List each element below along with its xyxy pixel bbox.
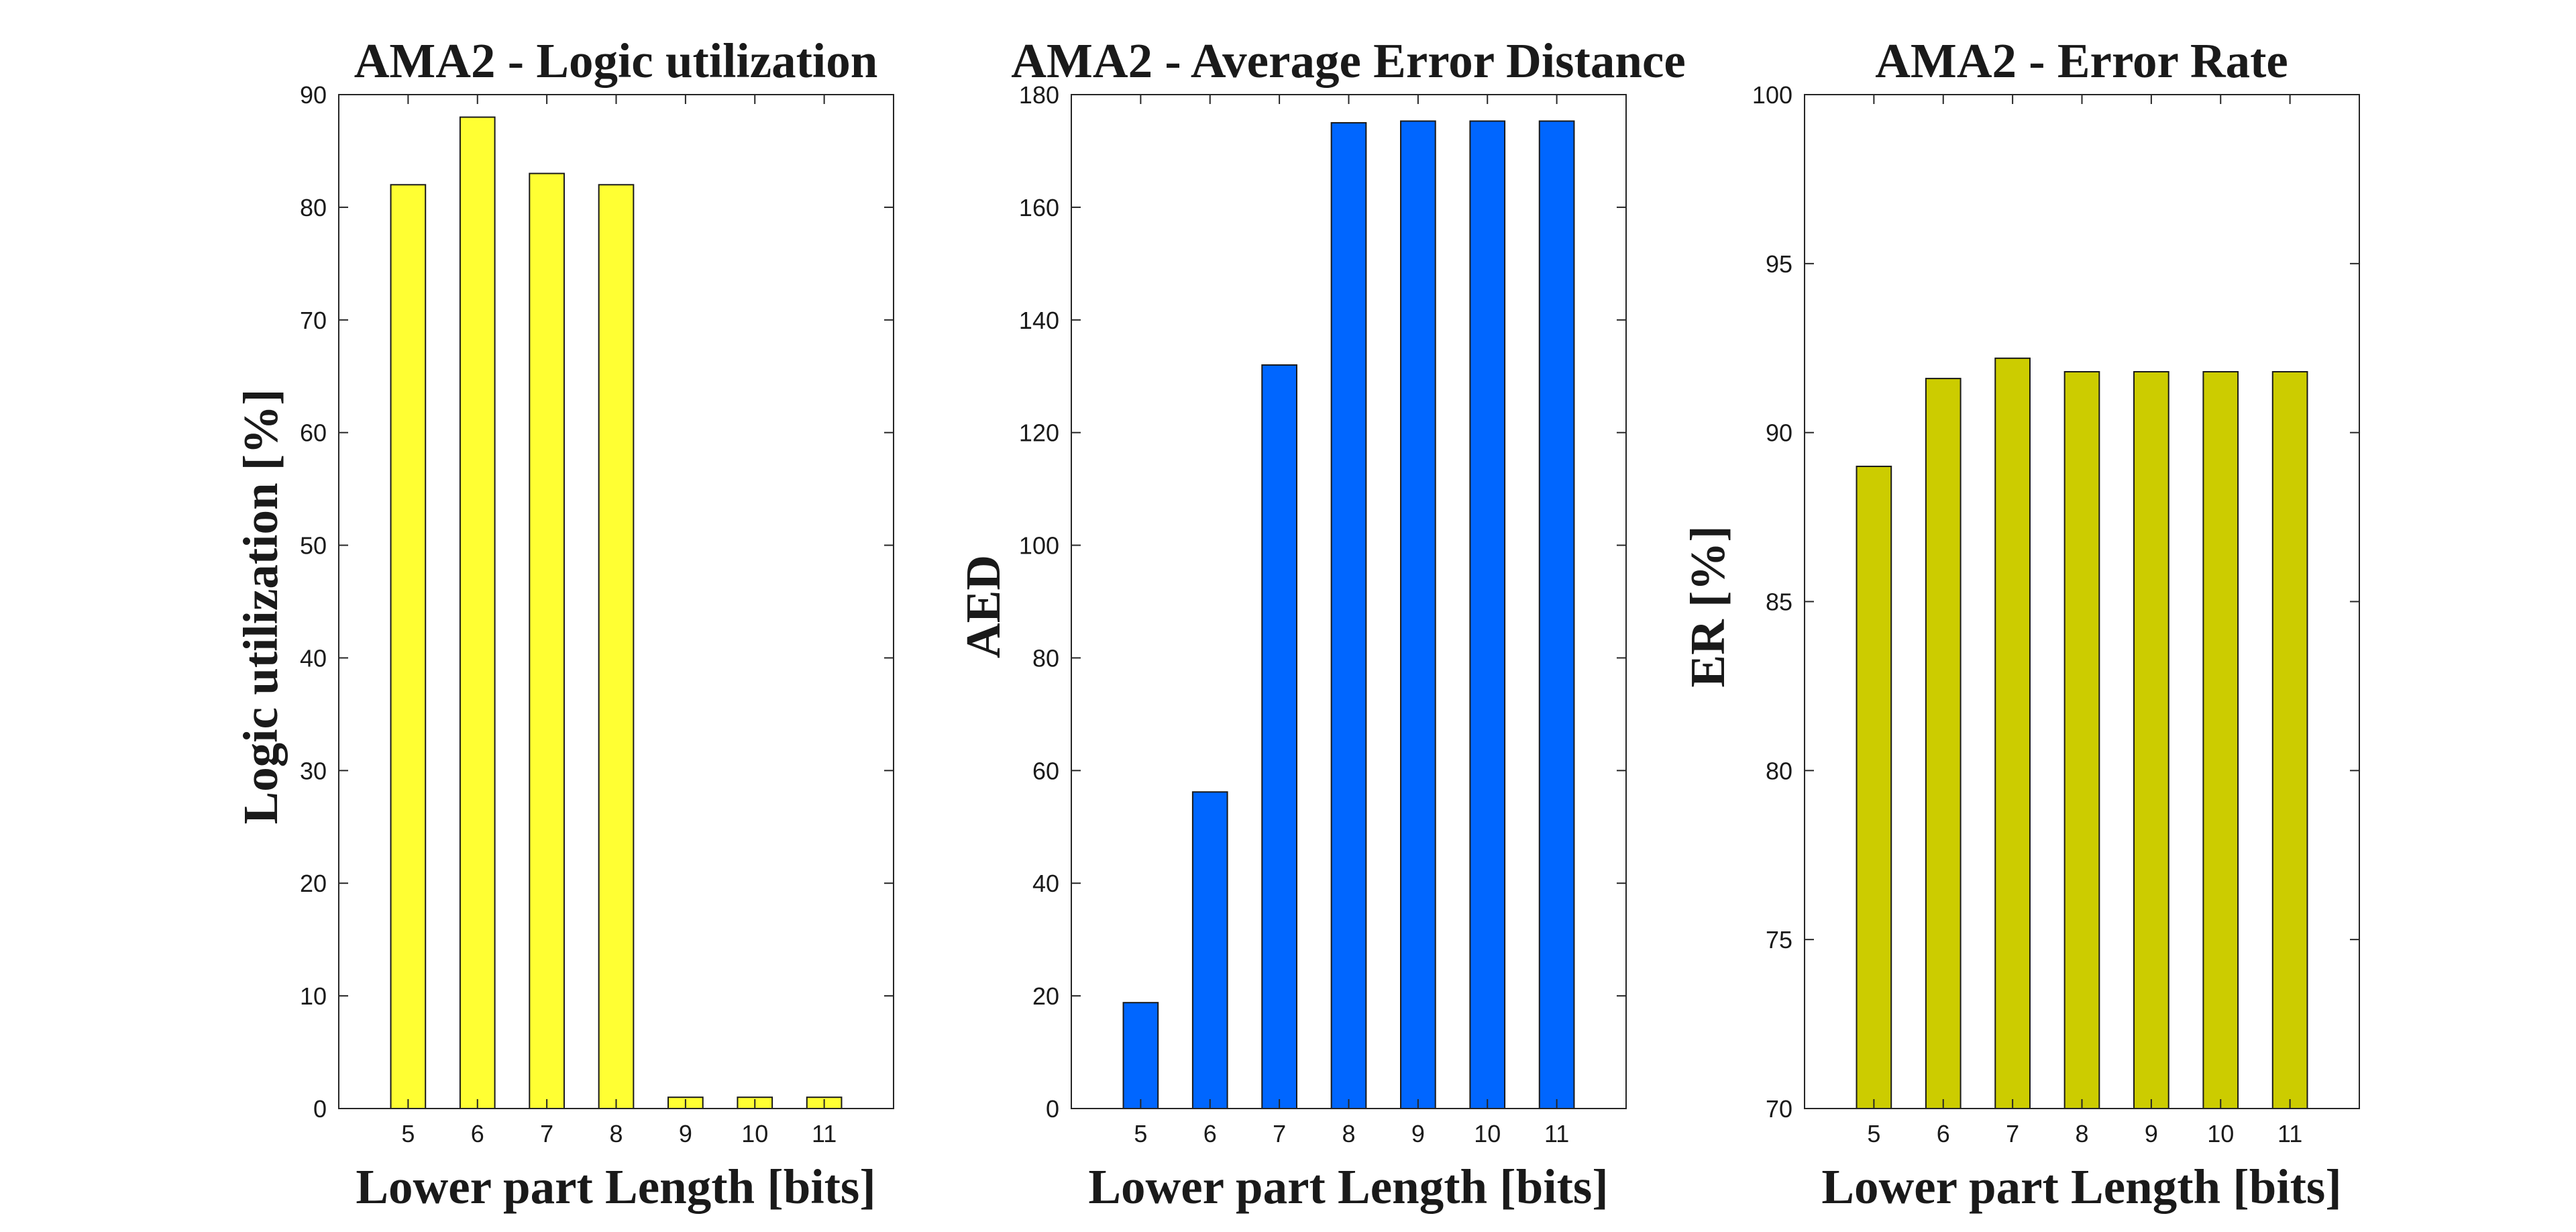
x-tick-label: 5 <box>1867 1120 1880 1147</box>
x-tick-label: 9 <box>2145 1120 2158 1147</box>
bar-6 <box>459 116 496 1110</box>
bar-10 <box>2202 371 2239 1109</box>
x-tick-label: 8 <box>1342 1120 1355 1147</box>
y-tick-label: 180 <box>1019 81 1059 109</box>
plot-area: 0 20 40 60 80 100 120 140 160 180 5 6 7 8 9 10 11 <box>1019 81 1627 1147</box>
plot-area: 70 75 80 85 90 95 100 5 6 7 8 9 10 11 <box>1752 81 2360 1147</box>
y-tick-label: 80 <box>1032 644 1059 672</box>
panel-title: AMA2 - Logic utilization <box>354 34 878 88</box>
y-axis-label: AED <box>956 555 1010 658</box>
y-tick-label: 50 <box>300 532 327 560</box>
x-tick-label: 10 <box>2207 1120 2234 1147</box>
bar-6 <box>1191 791 1228 1109</box>
x-tick-label: 6 <box>1937 1120 1950 1147</box>
y-tick-label: 0 <box>1046 1095 1059 1123</box>
panel-average-error-distance: AMA2 - Average Error Distance Lower part… <box>956 34 1686 1214</box>
x-tick-label: 11 <box>1544 1120 1569 1147</box>
bar-7 <box>1261 364 1297 1109</box>
y-tick-label: 80 <box>1766 757 1792 784</box>
bar-8 <box>2063 371 2100 1109</box>
panel-logic-utilization: AMA2 - Logic utilization Lower part Leng… <box>233 34 894 1214</box>
x-tick-label: 6 <box>471 1120 484 1147</box>
y-tick-label: 120 <box>1019 419 1059 447</box>
y-axis-label: ER [%] <box>1680 525 1735 687</box>
y-tick-label: 90 <box>300 81 327 109</box>
y-tick-label: 75 <box>1766 926 1792 954</box>
y-tick-label: 20 <box>300 870 327 897</box>
bar-9 <box>2133 371 2169 1109</box>
x-tick-label: 11 <box>812 1120 837 1147</box>
x-axis-label: Lower part Length [bits] <box>1088 1160 1608 1214</box>
panel-error-rate: AMA2 - Error Rate Lower part Length [bit… <box>1680 34 2360 1214</box>
bar-8 <box>598 184 635 1109</box>
bar-5 <box>1122 1002 1159 1109</box>
x-tick-label: 7 <box>1273 1120 1286 1147</box>
x-tick-label: 10 <box>741 1120 768 1147</box>
x-tick-label: 8 <box>609 1120 623 1147</box>
y-tick-label: 60 <box>300 419 327 447</box>
y-tick-label: 140 <box>1019 307 1059 334</box>
bar-7 <box>529 172 565 1109</box>
y-tick-label: 80 <box>300 194 327 221</box>
x-tick-label: 9 <box>1411 1120 1425 1147</box>
y-tick-label: 100 <box>1752 81 1792 109</box>
y-tick-label: 85 <box>1766 588 1792 616</box>
y-tick-label: 30 <box>300 757 327 784</box>
y-tick-label: 90 <box>1766 419 1792 447</box>
y-tick-label: 70 <box>1766 1095 1792 1123</box>
y-tick-label: 100 <box>1019 532 1059 560</box>
plot-area: 0 10 20 30 40 50 60 70 80 90 5 6 7 8 9 10 11 <box>300 81 894 1147</box>
bar-7 <box>1994 357 2031 1109</box>
y-tick-label: 0 <box>313 1095 327 1123</box>
x-axis-label: Lower part Length [bits] <box>356 1160 875 1214</box>
bar-5 <box>1856 466 1892 1109</box>
x-tick-label: 6 <box>1203 1120 1217 1147</box>
x-tick-label: 5 <box>1134 1120 1147 1147</box>
panel-title: AMA2 - Error Rate <box>1875 34 2288 88</box>
x-tick-label: 7 <box>540 1120 553 1147</box>
y-tick-label: 60 <box>1032 757 1059 784</box>
y-tick-label: 40 <box>1032 870 1059 897</box>
y-tick-label: 20 <box>1032 982 1059 1010</box>
y-tick-label: 95 <box>1766 250 1792 278</box>
y-tick-label: 10 <box>300 982 327 1010</box>
bar-5 <box>390 184 427 1109</box>
x-tick-label: 7 <box>2006 1120 2019 1147</box>
y-tick-label: 160 <box>1019 194 1059 221</box>
x-tick-label: 8 <box>2075 1120 2088 1147</box>
y-axis-label: Logic utilization [%] <box>233 389 288 825</box>
x-tick-label: 11 <box>2277 1120 2302 1147</box>
bar-6 <box>1925 378 1962 1110</box>
bar-9 <box>1400 120 1436 1110</box>
panel-title: AMA2 - Average Error Distance <box>1011 34 1686 88</box>
bar-11 <box>2271 371 2308 1109</box>
y-tick-label: 70 <box>300 307 327 334</box>
x-tick-label: 10 <box>1474 1120 1501 1147</box>
x-tick-label: 5 <box>401 1120 415 1147</box>
x-axis-label: Lower part Length [bits] <box>1821 1160 2341 1214</box>
y-tick-label: 40 <box>300 644 327 672</box>
bar-8 <box>1330 121 1367 1110</box>
bar-11 <box>1538 120 1575 1110</box>
bar-10 <box>1469 120 1506 1110</box>
x-tick-label: 9 <box>679 1120 692 1147</box>
